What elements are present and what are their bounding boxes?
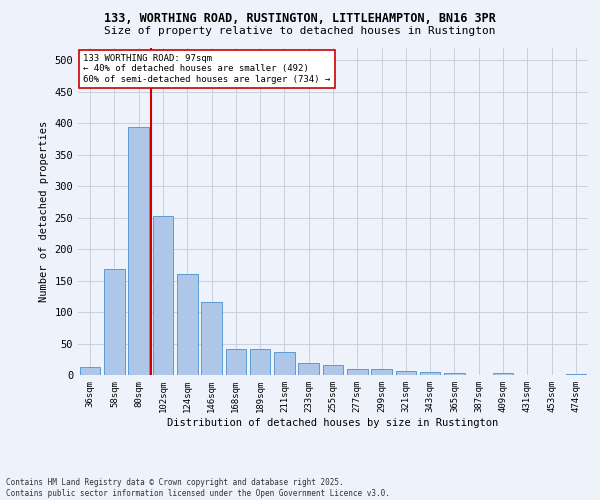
Bar — [128, 128, 149, 375]
Y-axis label: Number of detached properties: Number of detached properties — [39, 120, 49, 302]
Bar — [371, 370, 392, 375]
Bar — [493, 373, 514, 375]
Bar — [298, 363, 319, 375]
X-axis label: Distribution of detached houses by size in Rustington: Distribution of detached houses by size … — [167, 418, 499, 428]
Text: Contains HM Land Registry data © Crown copyright and database right 2025.
Contai: Contains HM Land Registry data © Crown c… — [6, 478, 390, 498]
Text: Size of property relative to detached houses in Rustington: Size of property relative to detached ho… — [104, 26, 496, 36]
Text: 133 WORTHING ROAD: 97sqm
← 40% of detached houses are smaller (492)
60% of semi-: 133 WORTHING ROAD: 97sqm ← 40% of detach… — [83, 54, 331, 84]
Bar — [444, 373, 465, 375]
Bar — [250, 348, 271, 375]
Bar — [347, 368, 368, 375]
Bar — [395, 371, 416, 375]
Bar — [104, 269, 125, 375]
Bar — [274, 352, 295, 375]
Bar — [323, 365, 343, 375]
Bar — [420, 372, 440, 375]
Bar — [80, 368, 100, 375]
Bar — [201, 302, 222, 375]
Bar — [226, 348, 246, 375]
Bar — [566, 374, 586, 375]
Text: 133, WORTHING ROAD, RUSTINGTON, LITTLEHAMPTON, BN16 3PR: 133, WORTHING ROAD, RUSTINGTON, LITTLEHA… — [104, 12, 496, 26]
Bar — [152, 216, 173, 375]
Bar — [177, 274, 197, 375]
